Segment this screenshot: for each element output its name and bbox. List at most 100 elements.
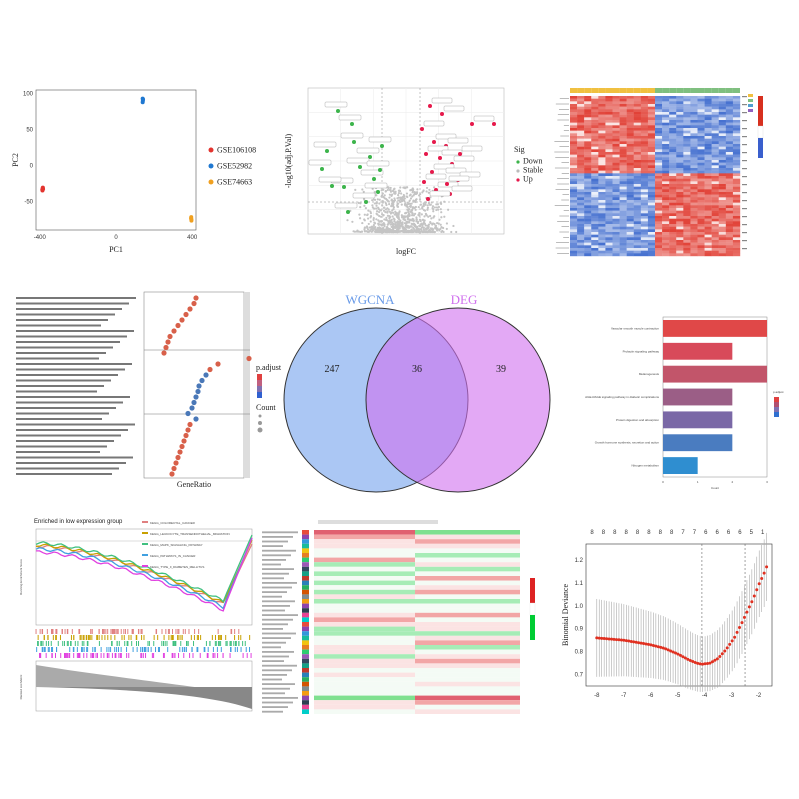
heatmap-cell (570, 96, 578, 99)
lasso-xtick: -7 (621, 693, 627, 699)
heatmap-cell (718, 114, 727, 118)
heatmap-cell (640, 240, 649, 243)
heatmap-cell (633, 133, 642, 137)
heatmap-cell (683, 170, 691, 174)
heatmap-cell (647, 240, 656, 243)
heatmap-cell (711, 205, 719, 209)
immune-cell (314, 534, 415, 540)
volcano-point-stable (379, 220, 382, 223)
gsea-legend-key (142, 543, 148, 545)
heatmap-cell (697, 205, 705, 209)
heatmap-cell (612, 128, 620, 131)
heatmap-cell (626, 213, 634, 217)
volcano-point-stable (430, 201, 433, 204)
heatmap-cell (598, 117, 606, 121)
heatmap-cell (619, 114, 627, 118)
heatmap-cell (591, 120, 599, 123)
volcano-point-down (330, 184, 334, 188)
heatmap-cell (591, 168, 599, 171)
heatmap-cell (683, 197, 691, 201)
heatmap-cell (633, 181, 642, 185)
heatmap-cell (612, 176, 620, 179)
heatmap-cell (704, 109, 712, 113)
volcano-point-stable (351, 220, 354, 223)
heatmap-cell (577, 138, 585, 142)
heatmap-cell (669, 221, 677, 225)
heatmap-cell (612, 146, 620, 150)
bar-category-label: Prolactin signaling pathway (623, 349, 660, 353)
dot-point (179, 443, 185, 450)
immune-row-label (262, 540, 288, 543)
heatmap-cell (619, 205, 627, 209)
immune-row-label (262, 568, 294, 571)
heatmap-cell (725, 205, 734, 209)
heatmap-cell (662, 189, 670, 193)
heatmap-cell (584, 234, 592, 238)
lasso-point (666, 648, 670, 652)
heatmap-cell (584, 157, 592, 161)
heatmap-cell (577, 109, 585, 113)
heatmap-cell (605, 162, 613, 166)
volcano-point-stable (389, 215, 392, 219)
heatmap-cell (718, 120, 727, 123)
heatmap-cell (577, 232, 585, 235)
immune-side-color (302, 631, 309, 636)
volcano-point-stable (352, 230, 355, 233)
heatmap-cell (704, 125, 712, 129)
heatmap-cell (704, 210, 712, 214)
volcano-point-stable (398, 227, 401, 230)
volcano-label-box (334, 202, 358, 209)
heatmap-cell (591, 138, 599, 142)
dot-term-label (16, 352, 106, 354)
volcano-point-stable (405, 205, 408, 208)
heatmap-cell (676, 240, 684, 243)
heatmap-cell (669, 250, 677, 254)
volcano-point-down (346, 210, 350, 214)
volcano-point-stable (404, 222, 408, 225)
heatmap-cell (591, 221, 599, 225)
heatmap-cell (633, 165, 642, 169)
heatmap-cell (605, 96, 613, 99)
heatmap-cell (662, 208, 670, 211)
heatmap-cell (697, 232, 705, 235)
volcano-point-stable (386, 188, 389, 192)
heatmap-cell (697, 200, 705, 203)
volcano-label-box (435, 133, 457, 140)
heatmap-cell (612, 240, 620, 243)
heatmap-cell (584, 112, 592, 115)
heatmap-cell (633, 144, 642, 147)
heatmap-cell (619, 122, 627, 126)
heatmap-cell (725, 216, 734, 219)
heatmap-cell (725, 157, 734, 161)
heatmap-cell (626, 221, 634, 225)
heatmap-cell (640, 109, 649, 113)
expression-heatmap (550, 88, 790, 260)
heatmap-cell (612, 170, 620, 174)
heatmap-cell (697, 234, 705, 238)
heatmap-cell (605, 138, 613, 142)
lasso-ytick: 1.1 (575, 581, 584, 587)
heatmap-cell (598, 248, 606, 251)
heatmap-cell (690, 109, 698, 113)
heatmap-cell (725, 184, 734, 187)
heatmap-annotation-cell (612, 88, 620, 93)
heatmap-cell (725, 96, 734, 99)
heatmap-cell (690, 213, 698, 217)
heatmap-cell (711, 149, 719, 153)
volcano-point-stable (383, 194, 386, 197)
immune-row-label (262, 683, 295, 686)
heatmap-cell (577, 192, 585, 195)
heatmap-cell (683, 184, 691, 187)
volcano-point-stable (424, 203, 427, 206)
heatmap-cell (598, 181, 606, 185)
heatmap-cell (633, 96, 642, 99)
volcano-point-stable (432, 216, 435, 219)
heatmap-cell (626, 194, 634, 198)
gsea-curve (35, 539, 253, 604)
heatmap-cell (725, 210, 734, 214)
heatmap-cell (669, 245, 677, 249)
volcano-point-stable (376, 198, 379, 201)
volcano-point-stable (413, 206, 416, 210)
lasso-point (674, 651, 678, 655)
heatmap-cell (619, 138, 627, 142)
